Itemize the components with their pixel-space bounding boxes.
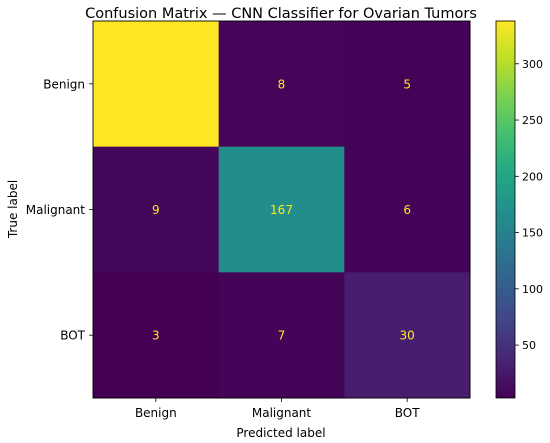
cell-value-label: 7 [278, 329, 286, 343]
y-tick-label: Benign [43, 77, 85, 91]
heatmap-cell-labels: 338 8 5 9 167 6 3 7 30 [144, 77, 414, 342]
x-axis-ticks: Benign Malignant BOT [135, 398, 420, 420]
cell-value-label: 30 [400, 329, 415, 343]
heatmap-cell [93, 272, 220, 399]
colorbar-tick-label: 50 [522, 339, 536, 352]
cell-value-label: 3 [152, 329, 160, 343]
heatmap-cells [93, 21, 471, 399]
x-tick-label: Malignant [252, 406, 312, 420]
colorbar-tick-label: 200 [522, 170, 543, 183]
heatmap-cell [93, 146, 220, 273]
y-tick-label: Malignant [26, 203, 86, 217]
x-tick-label: BOT [395, 406, 420, 420]
y-tick-label: BOT [60, 329, 85, 343]
heatmap-cell [93, 21, 220, 148]
cell-value-label: 9 [152, 203, 160, 217]
cell-value-label: 8 [278, 77, 286, 91]
heatmap-cell [218, 21, 345, 148]
colorbar-tick-label: 100 [522, 283, 543, 296]
heatmap-cell [344, 146, 471, 273]
colorbar-tick-label: 250 [522, 114, 543, 127]
heatmap-cell [218, 272, 345, 399]
x-axis-label: Predicted label [236, 426, 325, 440]
heatmap-cell [344, 21, 471, 148]
y-axis-ticks: Benign Malignant BOT [26, 77, 93, 343]
x-tick-label: Benign [135, 406, 177, 420]
y-axis-label: True label [6, 180, 20, 239]
cell-value-label: 167 [270, 203, 293, 217]
colorbar-ticks: 50 100 150 200 250 300 [515, 58, 543, 352]
colorbar [495, 20, 516, 399]
cell-value-label: 338 [144, 77, 167, 91]
colorbar-tick-label: 150 [522, 227, 543, 240]
heatmap-cell [218, 146, 345, 273]
colorbar-tick-label: 300 [522, 58, 543, 71]
heatmap-cell [344, 272, 471, 399]
chart-title: Confusion Matrix — CNN Classifier for Ov… [85, 6, 477, 22]
cell-value-label: 6 [403, 203, 411, 217]
cell-value-label: 5 [403, 77, 411, 91]
